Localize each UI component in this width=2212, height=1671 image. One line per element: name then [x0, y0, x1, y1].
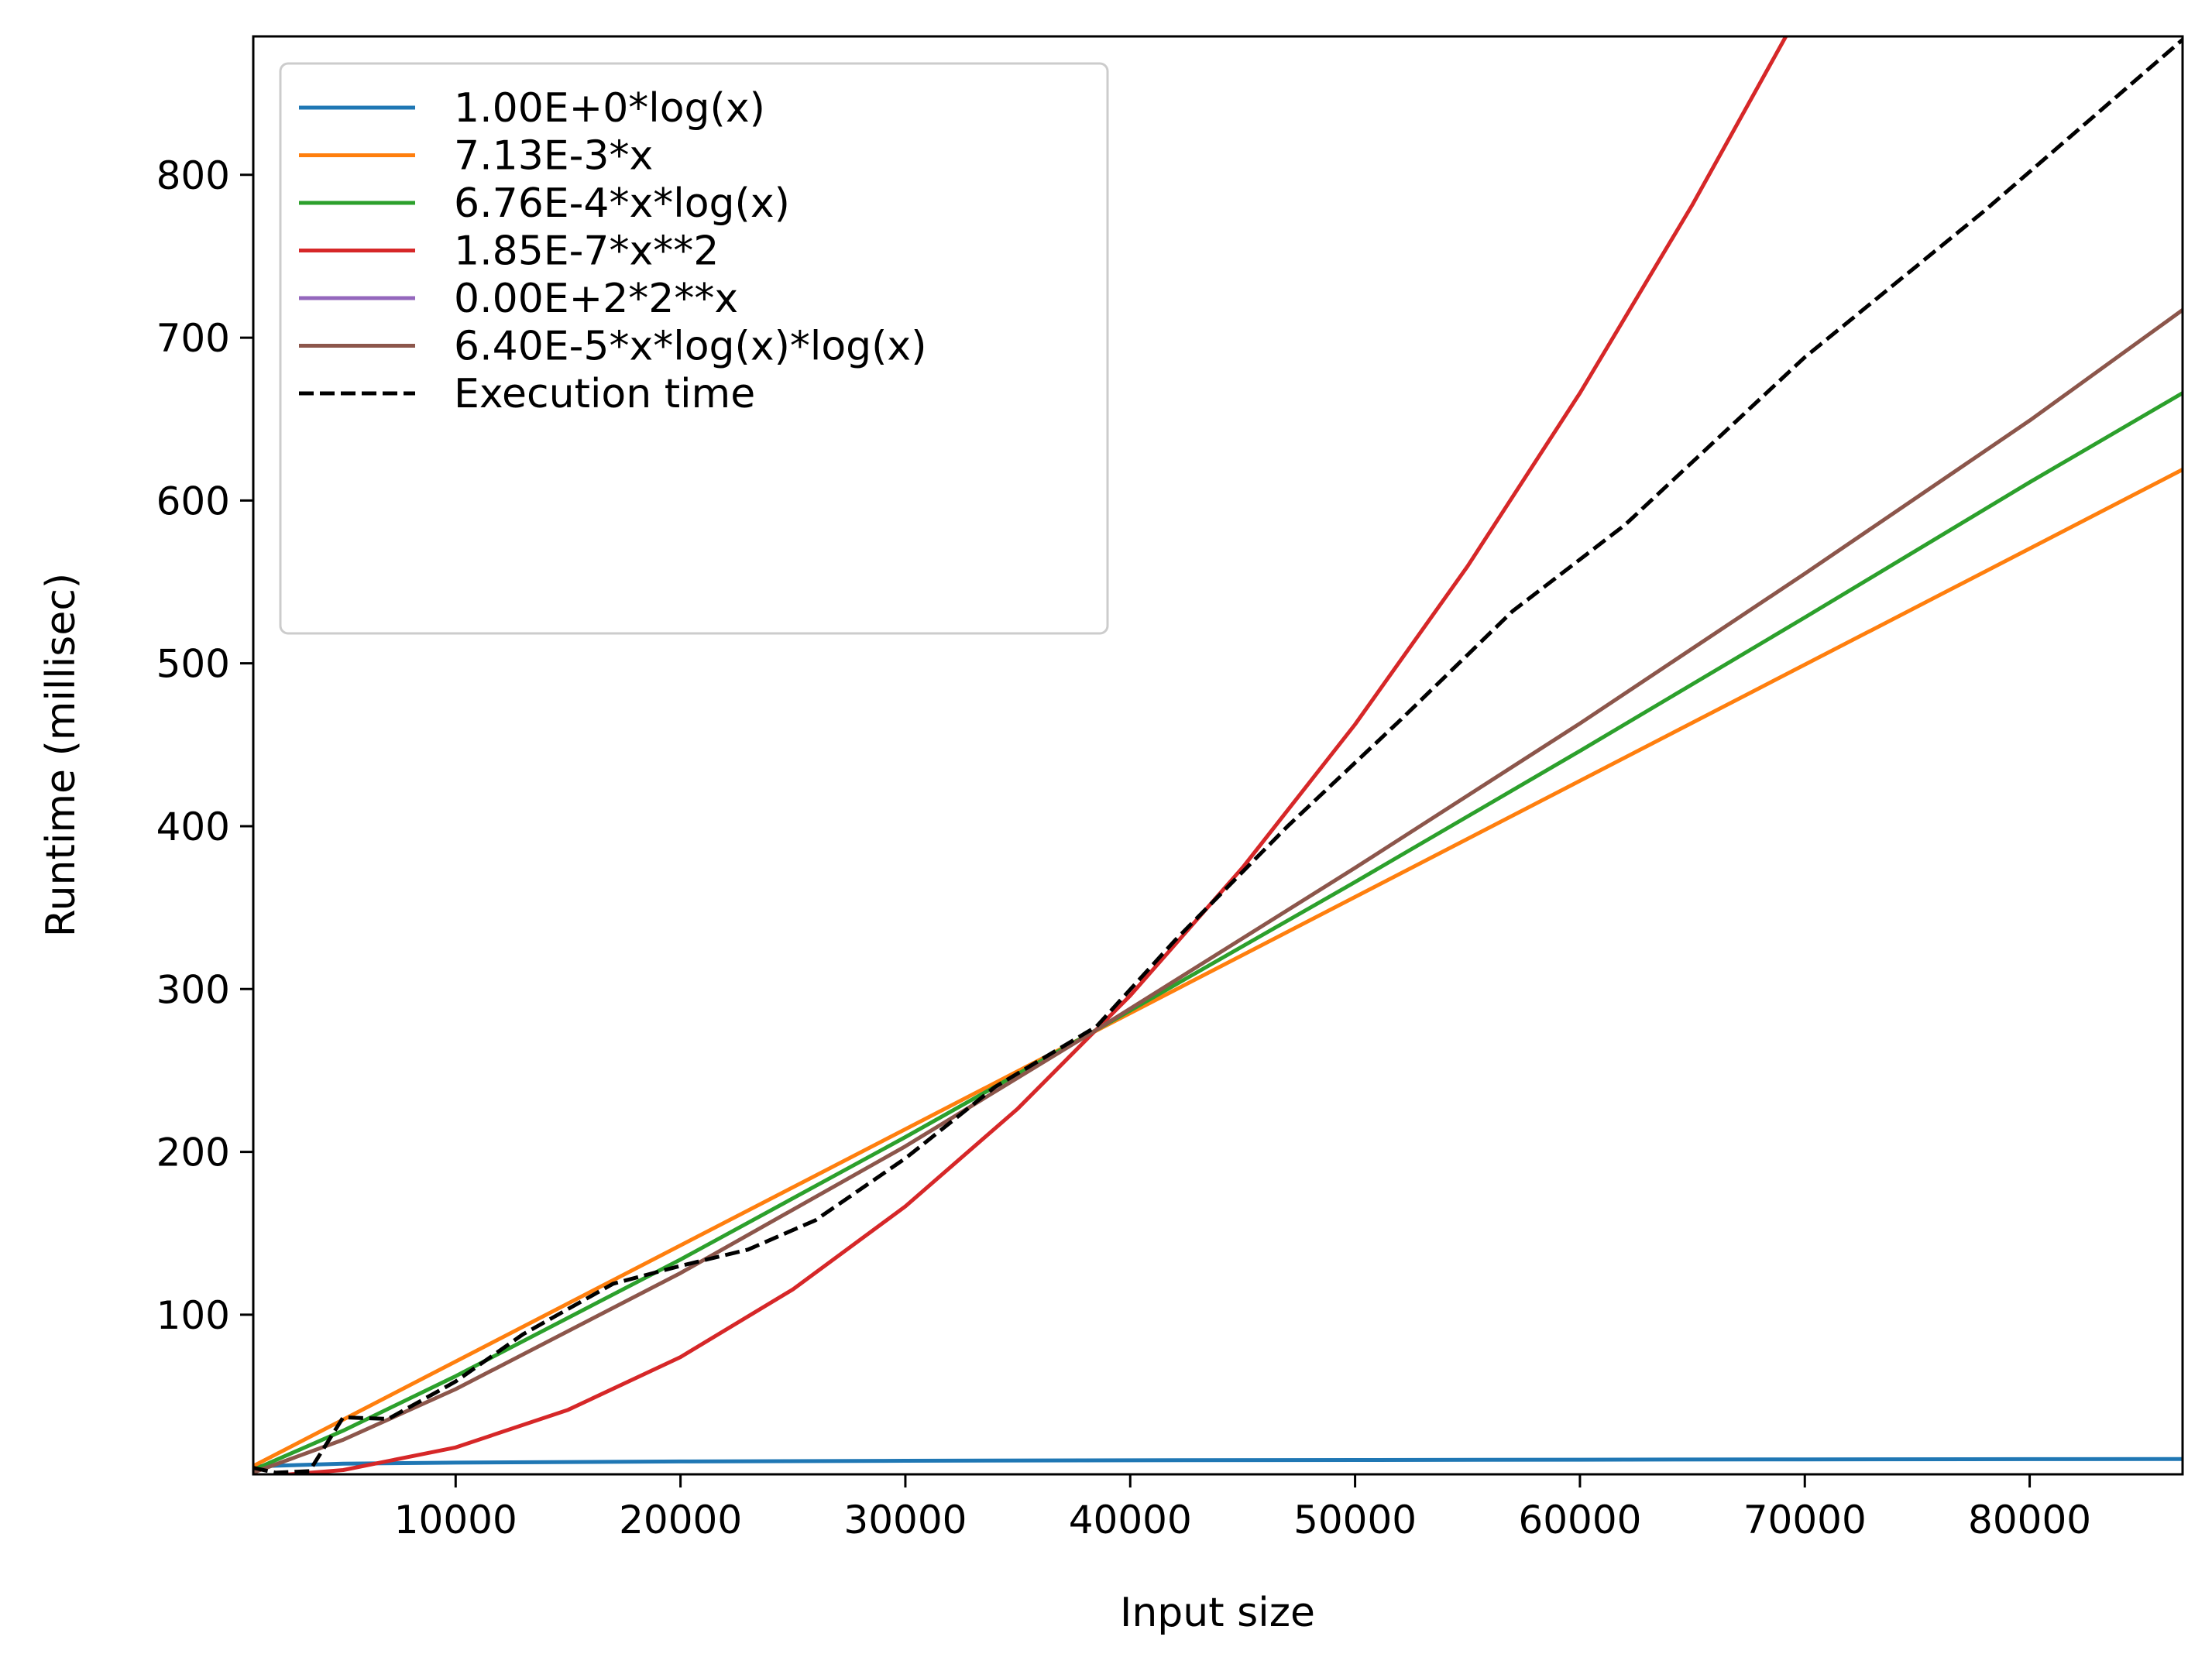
legend-label: 1.00E+0*log(x) [454, 85, 765, 132]
x-axis-label: Input size [1120, 1590, 1315, 1636]
x-tick-label: 20000 [619, 1498, 742, 1542]
y-tick-label: 700 [156, 316, 230, 361]
legend-label: 7.13E-3*x [454, 133, 653, 180]
x-tick-label: 60000 [1518, 1498, 1641, 1542]
legend-label: 1.85E-7*x**2 [454, 228, 719, 275]
legend-box [279, 62, 1109, 635]
legend-label: 6.40E-5*x*log(x)*log(x) [454, 324, 927, 370]
y-tick-label: 300 [156, 967, 230, 1012]
y-tick-label: 200 [156, 1131, 230, 1175]
x-axis: 10000 20000 30000 40000 50000 60000 70000 80000 [394, 1474, 2091, 1542]
plot-frame [252, 35, 2184, 1476]
x-tick-label: 10000 [394, 1498, 517, 1542]
y-tick-label: 400 [156, 805, 230, 849]
y-axis: 100 200 300 400 500 600 700 800 [156, 153, 253, 1338]
series-line-6 [253, 38, 2183, 1474]
x-tick-label: 50000 [1293, 1498, 1417, 1542]
series-line-1 [253, 468, 2183, 1468]
x-tick-label: 30000 [843, 1498, 967, 1542]
y-tick-label: 800 [156, 153, 230, 198]
y-tick-label: 600 [156, 479, 230, 523]
x-tick-label: 40000 [1069, 1498, 1192, 1542]
y-axis-label: Runtime (millisec) [38, 573, 84, 937]
legend: 1.00E+0*log(x)7.13E-3*x6.76E-4*x*log(x)1… [279, 62, 1109, 635]
series-line-5 [253, 308, 2183, 1474]
series-layer [253, 36, 2183, 1474]
legend-label: Execution time [454, 371, 755, 417]
x-tick-label: 70000 [1743, 1498, 1867, 1542]
series-line-3 [266, 36, 1788, 1474]
series-line-0 [253, 1457, 2183, 1469]
legend-label: 0.00E+2*2**x [454, 276, 738, 322]
y-tick-label: 500 [156, 642, 230, 687]
y-tick-label: 100 [156, 1293, 230, 1338]
legend-label: 6.76E-4*x*log(x) [454, 180, 790, 227]
x-tick-label: 80000 [1968, 1498, 2091, 1542]
